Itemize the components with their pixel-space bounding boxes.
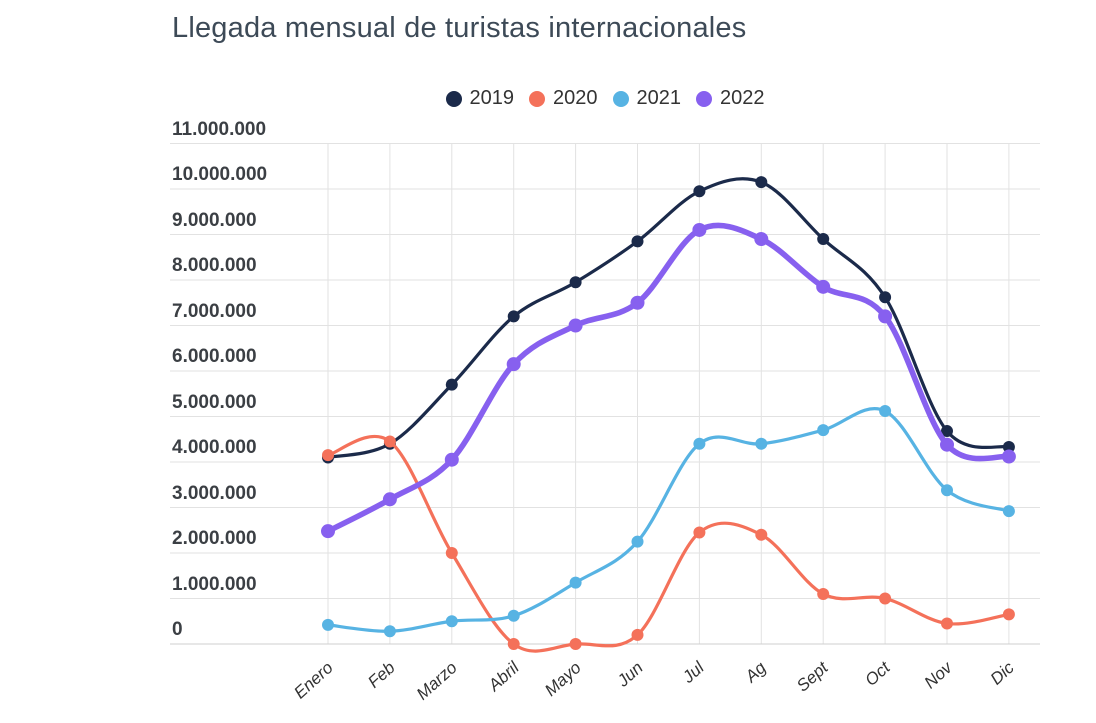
legend-label: 2020 bbox=[553, 87, 598, 109]
y-axis-tick-label: 7.000.000 bbox=[172, 300, 257, 322]
data-point-2019 bbox=[817, 233, 830, 246]
data-point-2021 bbox=[941, 484, 953, 497]
legend-dot-2020 bbox=[529, 90, 545, 107]
data-point-2019 bbox=[507, 310, 520, 323]
data-point-2021 bbox=[817, 424, 830, 437]
y-axis-tick-label: 6.000.000 bbox=[172, 346, 257, 367]
data-point-2022 bbox=[444, 452, 459, 467]
series-line-2021 bbox=[326, 407, 1011, 633]
y-axis-tick-label: 4.000.000 bbox=[172, 437, 257, 458]
data-point-2021 bbox=[569, 576, 582, 589]
data-point-2019 bbox=[1002, 440, 1015, 453]
data-point-2021 bbox=[383, 625, 396, 638]
series-line-2019 bbox=[326, 177, 1011, 460]
data-point-2019 bbox=[569, 276, 582, 289]
data-point-2020 bbox=[322, 449, 334, 462]
y-axis-tick-label: 5.000.000 bbox=[172, 391, 257, 413]
y-axis-tick-label: 10.000.000 bbox=[172, 164, 268, 185]
data-point-2019 bbox=[755, 176, 768, 189]
y-axis-tick-label: 8.000.000 bbox=[172, 255, 257, 276]
data-point-2022 bbox=[754, 232, 769, 247]
legend-item-2020: 2020 bbox=[529, 87, 598, 110]
data-point-2022 bbox=[692, 222, 707, 237]
legend-dot-2022 bbox=[696, 90, 712, 107]
series-line-2020 bbox=[326, 434, 1011, 653]
data-point-2021 bbox=[693, 437, 706, 450]
y-axis-tick-label: 2.000.000 bbox=[172, 528, 257, 549]
data-point-2021 bbox=[445, 615, 458, 628]
data-point-2022 bbox=[878, 309, 893, 324]
data-point-2020 bbox=[755, 528, 768, 541]
data-point-2022 bbox=[321, 524, 335, 539]
data-point-2019 bbox=[445, 378, 458, 391]
legend: 2019 2020 2021 2022 bbox=[170, 87, 1040, 110]
data-point-2022 bbox=[940, 437, 954, 452]
chart-title: Llegada mensual de turistas internaciona… bbox=[172, 12, 747, 44]
data-point-2020 bbox=[383, 435, 396, 448]
data-point-2020 bbox=[569, 638, 582, 650]
y-axis-tick-label: 11.000.000 bbox=[172, 118, 267, 140]
data-point-2021 bbox=[507, 609, 520, 622]
data-point-2020 bbox=[879, 592, 892, 605]
legend-item-2019: 2019 bbox=[445, 87, 515, 110]
data-point-2021 bbox=[631, 535, 644, 548]
y-axis-tick-label: 9.000.000 bbox=[172, 209, 257, 231]
legend-label: 2021 bbox=[636, 87, 682, 109]
data-point-2021 bbox=[755, 437, 768, 450]
legend-dot-2019 bbox=[445, 90, 462, 107]
data-point-2019 bbox=[879, 291, 892, 304]
data-point-2019 bbox=[693, 185, 706, 198]
data-point-2020 bbox=[693, 526, 706, 539]
legend-label: 2022 bbox=[720, 87, 765, 109]
y-axis-tick-label: 0 bbox=[172, 619, 183, 640]
data-point-2022 bbox=[568, 318, 583, 333]
data-point-2021 bbox=[322, 618, 334, 631]
data-point-2020 bbox=[631, 628, 644, 641]
data-point-2021 bbox=[1002, 505, 1015, 518]
data-point-2019 bbox=[631, 235, 644, 248]
legend-item-2021: 2021 bbox=[612, 87, 682, 110]
data-point-2020 bbox=[1002, 608, 1015, 621]
data-point-2020 bbox=[817, 587, 830, 600]
legend-item-2022: 2022 bbox=[696, 87, 765, 110]
legend-dot-2021 bbox=[612, 90, 629, 107]
data-point-2022 bbox=[1001, 449, 1016, 464]
y-axis-tick-label: 3.000.000 bbox=[172, 482, 257, 504]
data-point-2020 bbox=[941, 617, 953, 630]
data-point-2021 bbox=[879, 405, 892, 418]
data-point-2019 bbox=[941, 425, 953, 438]
data-point-2020 bbox=[507, 638, 520, 650]
y-axis-tick-label: 1.000.000 bbox=[172, 573, 257, 595]
series-line-2022 bbox=[325, 222, 1012, 534]
legend-label: 2019 bbox=[469, 87, 515, 109]
data-point-2022 bbox=[630, 295, 645, 310]
data-point-2022 bbox=[506, 357, 521, 372]
data-point-2022 bbox=[382, 492, 397, 507]
data-point-2022 bbox=[816, 279, 831, 294]
data-point-2020 bbox=[445, 547, 458, 559]
